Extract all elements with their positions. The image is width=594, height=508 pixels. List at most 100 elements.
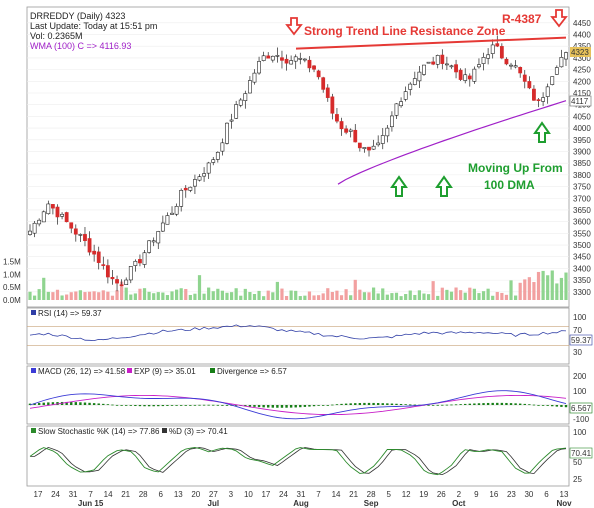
price-tick-label: 4450 <box>573 19 591 28</box>
candle-down <box>105 265 110 278</box>
volume-bar <box>142 288 147 300</box>
volume-bar <box>229 292 234 300</box>
volume-bar <box>37 289 41 300</box>
volume-bar <box>202 293 206 300</box>
divergence-bar <box>468 403 471 405</box>
divergence-bar <box>202 404 206 406</box>
stoch-k-legend: Slow Stochastic %K (14) => 77.86 <box>38 427 160 436</box>
divergence-bar <box>184 405 187 406</box>
stoch-level-100: 100 <box>573 428 587 437</box>
volume-bar <box>211 291 215 300</box>
candle-up <box>376 142 381 146</box>
volume-tick-label: 1.0M <box>3 270 21 279</box>
divergence-bar <box>427 404 430 406</box>
price-tick-label: 4350 <box>573 42 591 51</box>
volume-bar <box>335 290 339 300</box>
header-wma: WMA (100) C => 4116.93 <box>30 41 131 51</box>
divergence-bar <box>257 405 261 408</box>
volume-bar <box>193 293 197 300</box>
x-tick-label: 17 <box>34 490 43 499</box>
x-tick-label: 30 <box>524 490 533 499</box>
candle-up <box>550 76 555 85</box>
divergence-bar <box>294 405 297 408</box>
price-y-axis: 3300 3350 3400 3450 3500 3550 3600 3650 3700 3750… <box>573 19 591 297</box>
stoch-d-line <box>30 446 567 476</box>
volume-bar <box>271 292 275 300</box>
x-month-label: Aug <box>293 499 309 508</box>
x-month-label: Jun 15 <box>78 499 104 508</box>
candle-up <box>435 55 440 65</box>
divergence-bar <box>175 405 178 406</box>
volume-bar <box>280 288 284 300</box>
volume-bar <box>152 293 156 300</box>
candle-up <box>463 74 468 81</box>
divergence-bar <box>289 405 293 408</box>
candle-down <box>339 121 344 130</box>
volume-bar <box>426 294 431 300</box>
candle-up <box>206 162 211 174</box>
price-tick-label: 3550 <box>573 229 591 238</box>
candle-up <box>234 104 239 119</box>
volume-bar <box>431 281 435 300</box>
volume-bar <box>532 282 536 300</box>
candle-down <box>518 66 523 74</box>
candle-down <box>357 142 362 149</box>
volume-bar <box>518 282 522 300</box>
divergence-bar <box>317 405 320 406</box>
volume-bar <box>344 289 348 300</box>
price-tick-label: 4250 <box>573 66 591 75</box>
volume-bar <box>504 294 509 300</box>
divergence-bar <box>83 402 87 405</box>
green-outline-up-arrow-icon <box>533 121 551 143</box>
price-tick-label: 3700 <box>573 194 591 203</box>
volume-bar <box>161 292 165 300</box>
divergence-bar <box>79 402 82 405</box>
candle-down <box>504 58 509 65</box>
volume-bar <box>188 294 192 300</box>
volume-bar <box>481 291 486 300</box>
candle-down <box>467 75 472 80</box>
divergence-bar <box>253 405 256 407</box>
candle-up <box>202 173 206 177</box>
candle-down <box>316 70 321 78</box>
candle-up <box>28 230 32 235</box>
candle-up <box>156 231 161 244</box>
x-tick-label: 3 <box>229 490 234 499</box>
volume-bar <box>197 275 202 300</box>
volume-bar <box>362 292 367 300</box>
volume-bar <box>46 291 50 300</box>
divergence-bar <box>344 403 348 405</box>
volume-bar <box>262 296 266 300</box>
volume-tick-label: 0.5M <box>3 283 21 292</box>
candle-up <box>229 119 234 122</box>
candle-up <box>412 78 417 85</box>
volume-bar <box>546 275 550 300</box>
x-tick-label: 13 <box>560 490 569 499</box>
x-tick-label: 7 <box>316 490 321 499</box>
candle-down <box>115 279 119 284</box>
volume-bar <box>564 272 568 300</box>
candle-up <box>371 145 376 150</box>
rsi-panel <box>26 307 570 365</box>
volume-bar <box>436 295 440 300</box>
x-tick-label: 23 <box>507 490 516 499</box>
volume-bar <box>78 290 82 300</box>
volume-bar <box>550 270 554 300</box>
divergence-bar <box>212 404 215 406</box>
exp-legend-swatch <box>127 368 132 373</box>
stoch-level-25: 25 <box>573 475 582 484</box>
macd-panel <box>26 365 570 425</box>
x-tick-label: 10 <box>244 490 253 499</box>
divergence-bar <box>166 405 169 406</box>
candle-up <box>179 189 184 207</box>
volume-bar <box>74 291 78 300</box>
divergence-bar <box>404 404 407 406</box>
divergence-bar <box>47 402 50 405</box>
red-outline-down-arrow-icon <box>550 9 568 28</box>
volume-bar <box>124 287 128 300</box>
volume-tick-label: 0.0M <box>3 296 21 305</box>
candle-down <box>321 77 326 90</box>
divergence-bar <box>413 404 417 406</box>
header-update: Last Update: Today at 15:51 pm <box>30 21 157 31</box>
